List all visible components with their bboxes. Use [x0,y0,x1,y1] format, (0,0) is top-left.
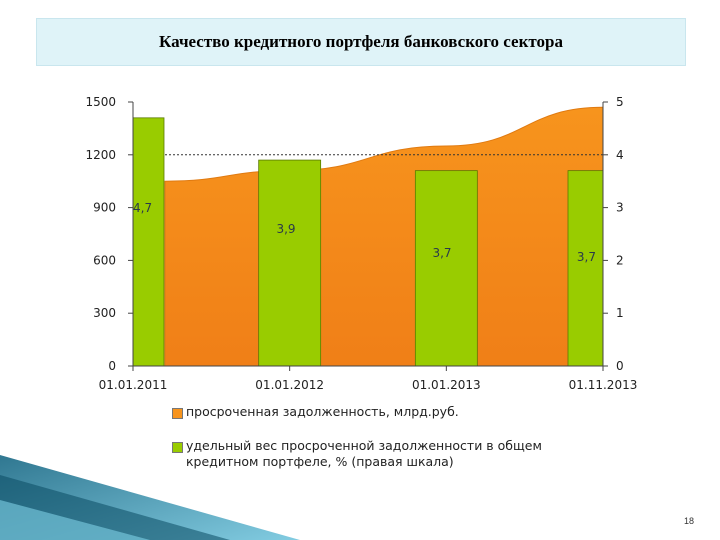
bar-4 [567,170,604,367]
right-tick-label-3: 3 [616,201,624,215]
legend-item-overdue-debt: просроченная задолженность, млрд.руб. [172,404,592,424]
bar-data-label-4: 3,7 [577,250,596,264]
left-tick-label-300: 300 [93,306,116,320]
right-tick-label-0: 0 [616,359,624,373]
left-tick-label-1500: 1500 [85,95,116,109]
corner-decoration [0,455,300,540]
bar-2 [258,159,322,367]
x-tick-label-1: 01.01.2011 [99,378,168,392]
left-tick-label-0: 0 [108,359,116,373]
bar-1 [132,117,165,367]
bar-data-label-2: 3,9 [276,222,295,236]
bar-data-label-1: 4,7 [133,201,152,215]
legend-label-overdue-share: удельный вес просроченной задолженности … [186,438,542,469]
legend-swatch-orange [172,408,183,419]
bar-data-label-3: 3,7 [432,246,451,260]
title-box: Качество кредитного портфеля банковского… [36,18,686,66]
right-tick-label-1: 1 [616,306,624,320]
x-tick-label-4: 01.11.2013 [569,378,638,392]
right-tick-label-5: 5 [616,95,624,109]
legend-label-overdue-debt: просроченная задолженность, млрд.руб. [186,404,459,419]
bar-3 [414,170,478,367]
legend-item-overdue-share: удельный вес просроченной задолженности … [172,438,592,474]
left-tick-label-1200: 1200 [85,148,116,162]
legend-swatch-green [172,442,183,453]
x-tick-label-3: 01.01.2013 [412,378,481,392]
right-tick-label-2: 2 [616,253,624,267]
left-tick-label-600: 600 [93,253,116,267]
x-tick-label-2: 01.01.2012 [255,378,324,392]
left-tick-label-900: 900 [93,201,116,215]
right-tick-label-4: 4 [616,148,624,162]
page-number: 18 [683,516,694,526]
slide-title: Качество кредитного портфеля банковского… [159,32,563,51]
area-overdue-debt [164,106,604,367]
